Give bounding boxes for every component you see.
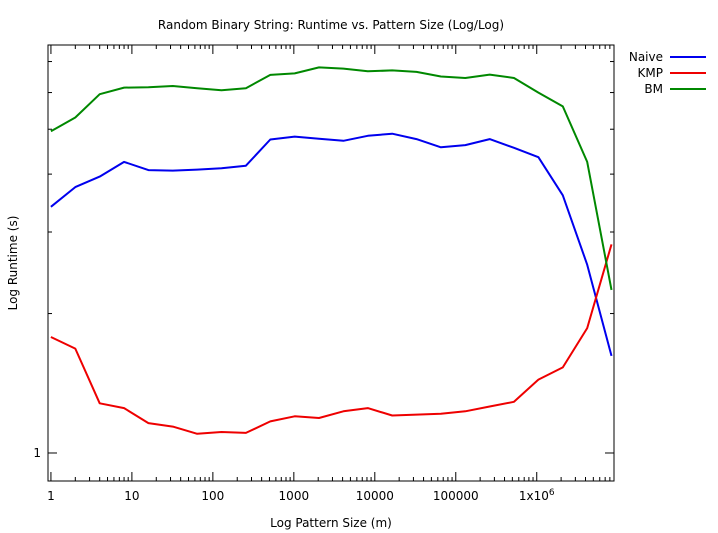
series-line-kmp: [50, 244, 613, 435]
legend: Naive KMP BM: [629, 50, 706, 96]
series-line-bm: [50, 66, 613, 291]
plot-frame: [47, 44, 615, 482]
x-tick-label: 10000: [356, 489, 394, 503]
axis-ticks: [48, 45, 614, 481]
x-axis-label: Log Pattern Size (m): [270, 516, 392, 530]
x-tick-label: 100: [201, 489, 224, 503]
x-tick-labels: 1 10 100 1000 10000 100000 1x106: [47, 488, 555, 503]
series-line-naive: [50, 132, 613, 357]
x-tick-label: 100000: [433, 489, 479, 503]
x-tick-label: 1: [47, 489, 55, 503]
legend-label-kmp: KMP: [638, 66, 663, 80]
x-tick-label: 10: [124, 489, 139, 503]
series-lines: [50, 66, 613, 435]
x-tick-label: 1x106: [519, 488, 555, 503]
chart-title: Random Binary String: Runtime vs. Patter…: [158, 18, 504, 32]
y-axis-label: Log Runtime (s): [6, 216, 20, 311]
y-tick-label: 1: [33, 446, 41, 460]
legend-label-bm: BM: [644, 82, 663, 96]
y-tick-labels: 1: [33, 446, 41, 460]
x-tick-label: 1000: [279, 489, 310, 503]
legend-label-naive: Naive: [629, 50, 663, 64]
